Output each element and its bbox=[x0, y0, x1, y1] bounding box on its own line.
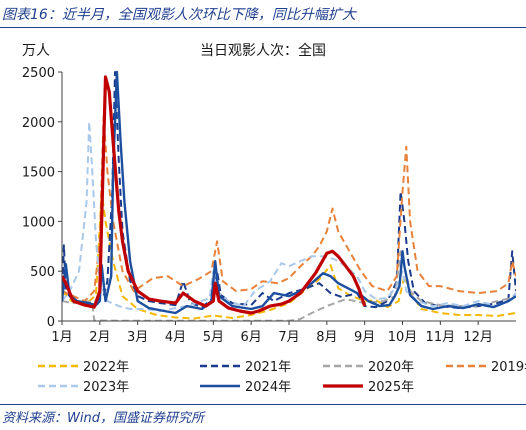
x-tick-label: 6月 bbox=[241, 330, 262, 345]
series-line-5 bbox=[62, 70, 516, 315]
series-line-3 bbox=[62, 115, 516, 303]
series-line-6 bbox=[62, 75, 367, 315]
title-rule bbox=[0, 27, 526, 28]
y-tick-label: 2000 bbox=[22, 116, 55, 131]
legend-label: 2022年 bbox=[83, 360, 129, 375]
y-tick-label: 2500 bbox=[22, 66, 55, 81]
x-tick-label: 1月 bbox=[51, 330, 72, 345]
legend: 2022年 2021年 2020年 2019年 2023年 2024年 2025年 bbox=[38, 360, 526, 395]
source-note: 资料来源：Wind，国盛证券研究所 bbox=[2, 411, 204, 426]
chart-title: 当日观影人次：全国 bbox=[200, 43, 326, 59]
series-line-2 bbox=[62, 250, 516, 321]
legend-label: 2025年 bbox=[368, 380, 414, 395]
x-tick-label: 12月 bbox=[463, 330, 493, 345]
legend-label: 2023年 bbox=[83, 380, 129, 395]
x-tick-label: 10月 bbox=[388, 330, 418, 345]
figure-title: 图表16：近半月，全国观影人次环比下降，同比升幅扩大 bbox=[2, 7, 356, 23]
x-tick-label: 2月 bbox=[89, 330, 110, 345]
y-tick-label: 0 bbox=[47, 315, 55, 330]
line-chart: 0 500 1000 1500 2000 2500 1月 2月 3月 4月 5月 6月 7月 8月 9月 10… bbox=[22, 66, 526, 395]
x-tick-label: 4月 bbox=[165, 330, 186, 345]
legend-item: 2024年 bbox=[200, 380, 291, 395]
axes-layer: 0 500 1000 1500 2000 2500 1月 2月 3月 4月 5月 6月 7月 8月 9月 10… bbox=[22, 66, 516, 345]
x-tick-label: 8月 bbox=[316, 330, 337, 345]
legend-label: 2021年 bbox=[245, 360, 291, 375]
legend-label: 2024年 bbox=[245, 380, 291, 395]
series-layer bbox=[62, 70, 516, 321]
y-tick-label: 1500 bbox=[22, 166, 55, 181]
legend-item: 2022年 bbox=[38, 360, 129, 375]
legend-label: 2019年 bbox=[491, 360, 526, 375]
legend-item: 2019年 bbox=[446, 360, 526, 375]
x-tick-label: 5月 bbox=[203, 330, 224, 345]
x-tick-label: 11月 bbox=[426, 330, 456, 345]
legend-item: 2025年 bbox=[323, 380, 414, 395]
legend-item: 2020年 bbox=[323, 360, 414, 375]
y-axis-unit: 万人 bbox=[22, 43, 50, 59]
source-rule bbox=[0, 404, 526, 405]
legend-label: 2020年 bbox=[368, 360, 414, 375]
x-tick-label: 3月 bbox=[127, 330, 148, 345]
legend-item: 2023年 bbox=[38, 380, 129, 395]
y-tick-label: 500 bbox=[30, 265, 55, 280]
y-tick-label: 1000 bbox=[22, 215, 55, 230]
x-tick-label: 9月 bbox=[354, 330, 375, 345]
legend-item: 2021年 bbox=[200, 360, 291, 375]
x-tick-label: 7月 bbox=[278, 330, 299, 345]
